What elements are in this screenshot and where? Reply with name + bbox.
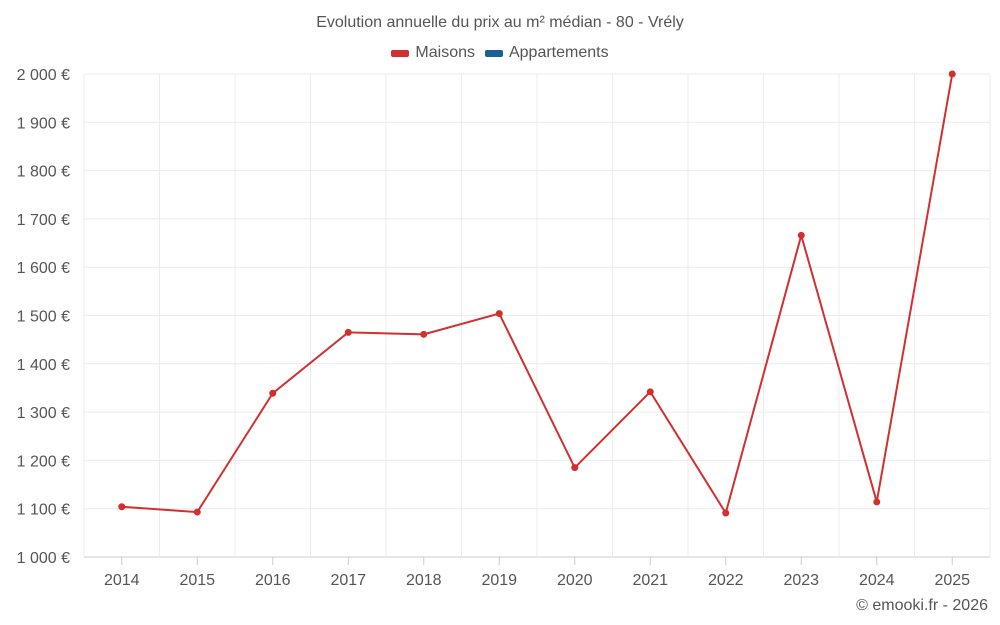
data-point-maisons [646,388,654,396]
legend-swatch-appartements [484,49,503,57]
y-tick-label: 1 900 € [17,115,70,132]
y-tick-label: 1 100 € [17,502,70,519]
x-tick-label: 2015 [179,572,215,589]
x-tick-label: 2014 [104,572,140,589]
x-tick-label: 2021 [632,572,668,589]
data-point-maisons [948,70,956,78]
data-point-maisons [722,509,730,517]
legend-item-appartements[interactable]: Appartements [484,44,609,62]
legend-label-maisons: Maisons [415,44,475,61]
data-point-maisons [495,310,503,318]
x-tick-label: 2018 [406,572,442,589]
data-point-maisons [344,328,352,336]
data-point-maisons [193,508,201,516]
series-line-maisons [121,73,954,516]
x-tick-label: 2024 [859,572,895,589]
legend: Maisons Appartements [0,44,1000,62]
legend-label-appartements: Appartements [508,44,609,61]
y-tick-label: 1 400 € [17,357,70,374]
y-tick-label: 1 200 € [17,453,70,470]
x-tick-label: 2020 [557,572,593,589]
legend-swatch-maisons [391,49,410,57]
data-point-maisons [269,389,277,397]
y-tick-label: 1 300 € [17,405,70,422]
data-point-maisons [571,464,579,472]
y-tick-label: 2 000 € [17,67,70,84]
y-tick-label: 1 600 € [17,260,70,277]
credit-text: © emooki.fr - 2026 [856,597,988,614]
y-tick-label: 1 700 € [17,212,70,229]
chart-title: Evolution annuelle du prix au m² médian … [316,14,684,31]
x-tick-label: 2023 [783,572,819,589]
x-tick-label: 2025 [934,572,970,589]
y-tick-label: 1 500 € [17,309,70,326]
x-tick-label: 2017 [330,572,366,589]
x-tick-label: 2022 [708,572,744,589]
data-point-maisons [118,503,126,511]
data-point-maisons [420,330,428,338]
x-tick-label: 2019 [481,572,517,589]
legend-item-maisons[interactable]: Maisons [391,44,475,62]
y-tick-label: 1 000 € [17,550,70,567]
x-tick-label: 2016 [255,572,291,589]
data-point-maisons [797,231,805,239]
data-point-maisons [873,498,881,506]
y-tick-label: 1 800 € [17,164,70,181]
